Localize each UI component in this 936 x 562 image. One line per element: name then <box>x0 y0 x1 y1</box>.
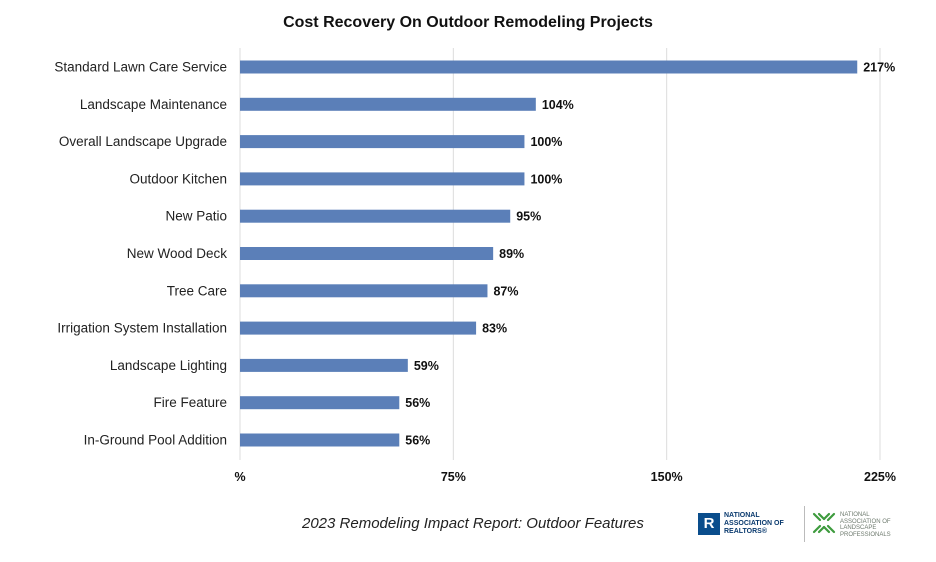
value-label: 87% <box>493 284 518 298</box>
bar <box>240 321 477 335</box>
category-label: Outdoor Kitchen <box>129 171 227 186</box>
value-label: 56% <box>405 434 430 448</box>
bar <box>240 433 400 447</box>
bar <box>240 358 408 372</box>
value-label: 89% <box>499 247 524 261</box>
value-label: 56% <box>405 396 430 410</box>
value-label: 104% <box>542 98 574 112</box>
value-label: 217% <box>863 61 895 75</box>
bar <box>240 284 488 298</box>
category-label: In-Ground Pool Addition <box>84 433 227 448</box>
nalp-logo-text: NATIONAL ASSOCIATION OF LANDSCAPE PROFES… <box>840 512 891 538</box>
bar <box>240 135 525 149</box>
nalp-logo: NATIONAL ASSOCIATION OF LANDSCAPE PROFES… <box>812 508 922 542</box>
category-label: Standard Lawn Care Service <box>54 60 227 75</box>
bar <box>240 247 494 260</box>
bars <box>240 60 858 447</box>
footer-caption: 2023 Remodeling Impact Report: Outdoor F… <box>302 515 644 532</box>
x-tick-label: 225% <box>864 470 896 484</box>
x-axis-tick-labels: % 75% 150% 225% <box>234 470 896 484</box>
x-tick-label: % <box>234 470 245 484</box>
category-label: Tree Care <box>167 283 227 298</box>
value-label: 83% <box>482 322 507 336</box>
category-label: Fire Feature <box>153 395 227 410</box>
x-tick-label: 75% <box>441 470 466 484</box>
category-labels: Standard Lawn Care Service Landscape Main… <box>54 60 227 448</box>
nar-r-icon: R <box>698 513 720 535</box>
value-label: 100% <box>530 135 562 149</box>
nar-logo: R NATIONAL ASSOCIATION OF REALTORS® <box>698 508 798 542</box>
bar <box>240 172 525 186</box>
category-label: Overall Landscape Upgrade <box>59 134 227 149</box>
value-labels: 217% 104% 100% 100% 95% 89% 87% 83% 59% 56% 56% <box>405 61 895 448</box>
nar-logo-text: NATIONAL ASSOCIATION OF REALTORS® <box>724 512 784 535</box>
bar-chart: Standard Lawn Care Service Landscape Main… <box>54 48 896 484</box>
category-label: New Wood Deck <box>127 246 228 261</box>
logo-divider <box>804 506 805 542</box>
bar <box>240 97 536 111</box>
value-label: 95% <box>516 210 541 224</box>
value-label: 59% <box>414 359 439 373</box>
category-label: Landscape Maintenance <box>80 97 227 112</box>
nalp-leaf-icon <box>812 512 836 534</box>
bar <box>240 60 858 74</box>
category-label: Irrigation System Installation <box>57 321 227 336</box>
value-label: 100% <box>530 172 562 186</box>
bar <box>240 209 511 223</box>
category-label: New Patio <box>165 209 227 224</box>
chart-title: Cost Recovery On Outdoor Remodeling Proj… <box>283 14 653 31</box>
x-tick-label: 150% <box>651 470 683 484</box>
bar <box>240 396 400 410</box>
category-label: Landscape Lighting <box>110 358 227 373</box>
